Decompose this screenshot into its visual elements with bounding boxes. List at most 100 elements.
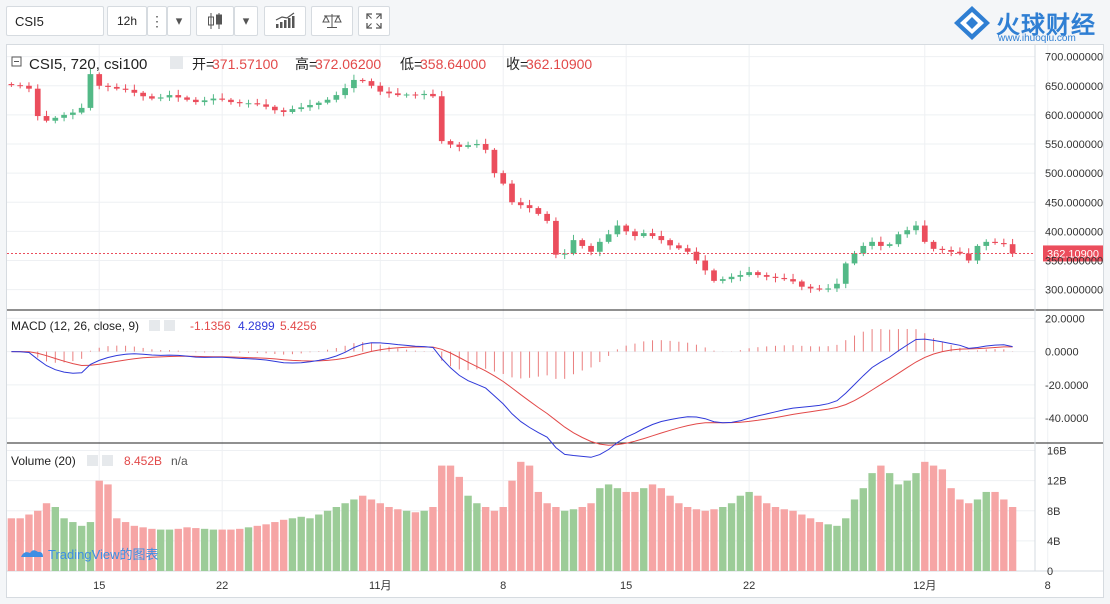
- candle: [307, 104, 313, 108]
- volume-bar: [710, 509, 718, 571]
- volume-bar: [446, 465, 455, 571]
- macd-axis-ticks: 20.0000 0.0000 -20.0000 -40.0000: [1045, 313, 1088, 425]
- volume-bar: [921, 461, 929, 571]
- macd-line: [11, 338, 1013, 458]
- candle: [298, 107, 305, 110]
- low-value: 358.64000: [420, 56, 486, 72]
- volume-bar: [306, 518, 314, 571]
- volume-settings-icon[interactable]: [87, 455, 98, 466]
- volume-bar: [604, 484, 613, 571]
- candle: [517, 202, 524, 206]
- volume-bar: [25, 514, 33, 571]
- candle: [509, 183, 515, 203]
- volume-bar: [806, 518, 815, 571]
- volume-bar: [271, 522, 279, 571]
- chevron-down-icon: ▾: [175, 13, 183, 28]
- volume-bar: [130, 525, 139, 571]
- volume-bar: [877, 465, 885, 571]
- volume-bar: [947, 488, 955, 571]
- candle: [333, 95, 340, 100]
- volume-bar: [297, 516, 305, 571]
- candle: [640, 233, 647, 237]
- candle: [781, 277, 788, 280]
- macd-legend: MACD (12, 26, close, 9) -1.1356 4.2899 5…: [11, 319, 317, 333]
- volume-bar: [850, 499, 859, 571]
- candle: [921, 225, 928, 242]
- fullscreen-button[interactable]: [358, 6, 390, 36]
- candle: [140, 92, 146, 97]
- chart-canvas: 362.10900 300.000000 350.000000 400.000000…: [7, 45, 1103, 592]
- candles-icon: [208, 13, 222, 29]
- candle: [26, 85, 32, 89]
- more-icon: ⋮: [150, 12, 164, 29]
- candle: [684, 248, 691, 252]
- candle: [8, 84, 15, 86]
- macd-value: 4.2899: [238, 319, 275, 333]
- price-axis-ticks: 300.000000 350.000000 400.000000 450.000000…: [1045, 52, 1103, 297]
- volume-bar: [236, 528, 244, 571]
- volume-bar: [534, 491, 543, 571]
- interval-dropdown-button[interactable]: ▾: [167, 6, 191, 36]
- candle: [219, 98, 226, 100]
- volume-bar: [771, 507, 780, 571]
- volume-bar: [499, 507, 507, 571]
- candle: [175, 95, 182, 98]
- candle: [561, 253, 568, 255]
- volume-bar: [798, 514, 806, 571]
- settings-icon[interactable]: [170, 56, 183, 69]
- interval-more-button[interactable]: ⋮: [147, 6, 167, 36]
- candle: [886, 244, 893, 246]
- price-tick-label: 300.000000: [1045, 285, 1103, 297]
- volume-bar: [578, 507, 586, 571]
- volume-bar: [815, 522, 824, 571]
- price-tick-label: 350.000000: [1045, 255, 1103, 267]
- volume-bar: [727, 503, 736, 571]
- collapse-icon[interactable]: [11, 56, 22, 67]
- compare-button[interactable]: [311, 6, 353, 36]
- candle: [992, 241, 998, 244]
- macd-close-icon[interactable]: [164, 320, 175, 331]
- interval-button[interactable]: 12h: [107, 6, 147, 36]
- symbol-search-input[interactable]: CSI5: [6, 6, 104, 36]
- candle: [623, 225, 630, 232]
- chart-type-button[interactable]: [196, 6, 234, 36]
- volume-close-icon[interactable]: [102, 455, 113, 466]
- volume-bar: [359, 495, 367, 571]
- candle: [272, 106, 278, 111]
- watermark-text: TradingView的图表: [48, 547, 159, 562]
- brand-logo: 火球财经 www.ihuoqiu.com: [950, 4, 1100, 44]
- chart-type-dropdown[interactable]: ▾: [234, 6, 258, 36]
- volume-bar: [490, 510, 499, 571]
- volume-bar: [824, 524, 832, 571]
- candle: [78, 107, 85, 113]
- volume-bar: [51, 507, 59, 571]
- volume-bar: [842, 518, 850, 571]
- volume-bar: [218, 529, 226, 571]
- time-tick-label: 12月: [913, 580, 936, 592]
- candle: [289, 109, 296, 112]
- volume-bar: [473, 503, 481, 571]
- candle: [526, 205, 533, 209]
- candle: [570, 240, 577, 254]
- candle: [746, 272, 752, 276]
- macd-settings-icon[interactable]: [149, 320, 160, 331]
- volume-bar: [631, 491, 639, 571]
- volume-tick-label: 0: [1047, 566, 1053, 578]
- volume-bar: [929, 465, 938, 571]
- candle: [693, 251, 700, 261]
- volume-bar: [657, 488, 665, 571]
- candle: [131, 89, 138, 93]
- volume-bar: [596, 488, 604, 571]
- candle: [763, 275, 770, 277]
- candle: [245, 103, 252, 105]
- volume-bar: [965, 503, 973, 571]
- volume-bar: [903, 480, 911, 571]
- volume-bar: [763, 503, 771, 571]
- indicators-button[interactable]: [264, 6, 306, 36]
- candle: [842, 263, 849, 284]
- volume-legend-label: Volume (20): [11, 454, 76, 468]
- volume-bar: [692, 509, 701, 571]
- symbol-value: CSI5: [15, 13, 44, 29]
- candle: [676, 245, 682, 249]
- candle: [96, 74, 103, 86]
